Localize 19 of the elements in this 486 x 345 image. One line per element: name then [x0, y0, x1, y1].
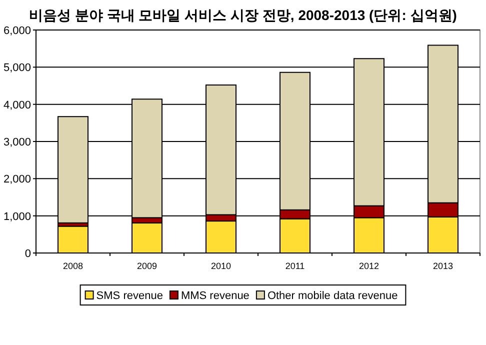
legend-label: MMS revenue — [180, 290, 250, 302]
y-tick-label: 4,000 — [3, 99, 31, 112]
x-tick-label: 2010 — [210, 261, 232, 271]
y-tick-label: 1,000 — [3, 210, 31, 223]
x-tick-label: 2011 — [285, 261, 305, 271]
x-tick-label: 2008 — [62, 261, 84, 271]
x-tick-label: 2013 — [432, 261, 454, 271]
legend-label: SMS revenue — [96, 290, 163, 302]
x-tick-label: 2012 — [358, 261, 380, 271]
y-tick-label: 0 — [24, 248, 31, 260]
y-tick-label: 3,000 — [3, 136, 31, 148]
bar — [58, 226, 88, 254]
chart-title: 비음성 분야 국내 모바일 서비스 시장 전망, 2008-2013 (단위: 십억원) — [29, 7, 457, 23]
legend-label: Other mobile data revenue — [267, 290, 398, 302]
bar — [132, 222, 162, 254]
y-tick-label: 2,000 — [3, 174, 31, 186]
y-tick-label: 5,000 — [3, 62, 31, 74]
y-tick-label: 6,000 — [3, 25, 31, 37]
x-tick-label: 2009 — [136, 261, 158, 271]
